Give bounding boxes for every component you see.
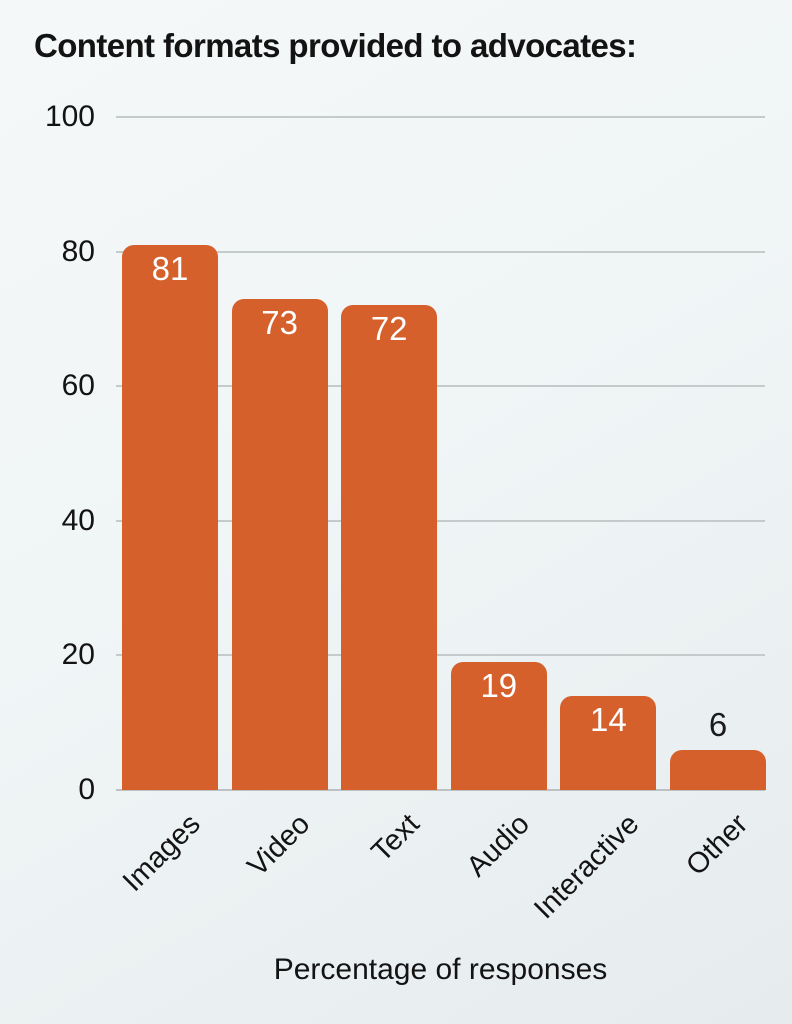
bar-other <box>670 749 766 790</box>
bar-value-images: 81 <box>151 249 189 287</box>
chart-title: Content formats provided to advocates: <box>34 27 637 64</box>
bar-value-text: 72 <box>370 310 408 348</box>
bar-audio: 19 <box>450 662 547 790</box>
gridline-y100 <box>116 116 765 118</box>
gridline-y60 <box>116 385 765 388</box>
y-tick-label-80: 80 <box>61 234 95 268</box>
bar-value-audio: 19 <box>480 667 518 705</box>
bar-video: 73 <box>231 298 328 790</box>
y-tick-label-40: 40 <box>61 503 95 537</box>
bar-interactive: 14 <box>560 695 657 790</box>
bar-images: 81 <box>122 244 218 790</box>
bar-text: 72 <box>341 305 438 790</box>
gridline-y20 <box>116 654 765 657</box>
bar-value-video: 73 <box>261 303 298 341</box>
x-tick-label-interactive: Interactive <box>527 808 646 926</box>
x-tick-label-audio: Audio <box>460 808 536 884</box>
gridline-y80 <box>116 250 765 253</box>
y-tick-label-0: 0 <box>78 773 95 806</box>
x-tick-label-video: Video <box>241 808 317 883</box>
y-tick-label-100: 100 <box>44 100 95 133</box>
x-tick-label-other: Other <box>680 808 755 882</box>
bar-value-interactive: 14 <box>590 700 627 738</box>
bar-value-other: 6 <box>708 705 728 743</box>
x-tick-label-images: Images <box>116 808 207 898</box>
gridline-y40 <box>116 519 765 522</box>
x-axis-label: Percentage of responses <box>273 953 608 986</box>
y-tick-label-20: 20 <box>61 638 95 672</box>
y-tick-label-60: 60 <box>61 369 95 403</box>
x-tick-label-text: Text <box>365 808 426 869</box>
gridline-y0 <box>116 789 765 791</box>
